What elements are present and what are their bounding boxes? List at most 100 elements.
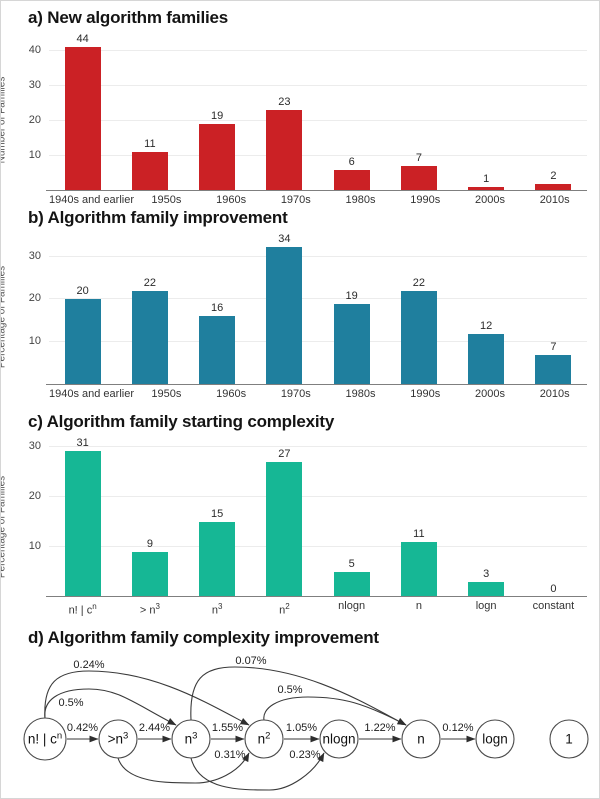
x-category-label: 1970s	[280, 194, 311, 206]
bar-value-label: 22	[143, 277, 156, 289]
x-category-label: 1950s	[151, 388, 182, 400]
y-tick-label: 20	[28, 114, 41, 126]
bar-slot: 16	[184, 233, 251, 385]
bar-value-label: 0	[550, 583, 557, 595]
edge-factorial-to-n2	[44, 670, 250, 726]
bar	[400, 291, 437, 385]
edge-label-gt-n3-to-n3: 2.44%	[139, 722, 170, 734]
panel-b-title: b) Algorithm family improvement	[28, 208, 288, 227]
edge-factorial-to-n3	[44, 688, 177, 726]
bar	[468, 187, 505, 191]
y-tick-label: 30	[28, 250, 41, 262]
bar-value-label: 1	[483, 173, 490, 185]
bar	[333, 170, 370, 191]
panel-c: c) Algorithm family starting complexity …	[1, 405, 599, 621]
x-category-label: 1940s and earlier	[49, 388, 135, 400]
edge-label-n2-to-n: 0.5%	[277, 684, 302, 696]
x-category-label: 1940s and earlier	[49, 194, 135, 206]
gridline	[49, 155, 587, 156]
y-axis-label: Percentage of Families	[0, 476, 8, 579]
gridline	[49, 85, 587, 86]
bar-slot: 11	[385, 437, 452, 597]
bar-slot: 31	[49, 437, 116, 597]
x-category-label: > n3	[139, 602, 160, 617]
bar	[266, 247, 303, 385]
bar-slot: 19	[318, 233, 385, 385]
edge-n3-to-nlogn	[190, 752, 325, 791]
bar	[333, 572, 370, 597]
bar-slot: 6	[318, 33, 385, 191]
x-category-label: 2000s	[474, 388, 505, 400]
bar-slot: 15	[184, 437, 251, 597]
node-label-nlogn: nlogn	[322, 732, 355, 747]
x-category-label: logn	[475, 600, 497, 612]
x-axis-line	[46, 384, 587, 385]
x-category-label: 2010s	[539, 194, 570, 206]
gridline	[49, 446, 587, 447]
node-n	[401, 719, 441, 759]
bar	[64, 451, 101, 597]
x-category-label: n! | cn	[68, 602, 97, 617]
bar	[131, 152, 168, 191]
node-label-n2: n2	[258, 731, 271, 747]
x-category-label: 2010s	[539, 388, 570, 400]
panel-c-title: c) Algorithm family starting complexity	[28, 412, 335, 431]
bar	[64, 47, 101, 191]
bar	[199, 124, 236, 191]
edge-label-factorial-to-n2: 0.24%	[73, 659, 104, 671]
node-n2	[244, 719, 284, 759]
x-category-label: n3	[211, 602, 223, 617]
bar-value-label: 27	[278, 448, 291, 460]
x-axis-line	[46, 596, 587, 597]
y-tick-label: 10	[28, 335, 41, 347]
bar	[468, 334, 505, 385]
bar-slot: 19	[184, 33, 251, 191]
x-category-label: 1980s	[345, 388, 376, 400]
panel-c-chart: Percentage of Families 10 20 30 31 9 15 27 5 11 3 0…	[1, 437, 587, 618]
bar-value-label: 34	[278, 233, 291, 245]
edge-label-n-to-logn: 0.12%	[442, 722, 473, 734]
gridline	[49, 50, 587, 51]
node-nlogn	[319, 719, 359, 759]
edge-label-n3-to-n: 0.07%	[235, 655, 266, 667]
edge-n3-to-n	[190, 666, 407, 726]
bars-row: 31 9 15 27 5 11 3 0	[49, 437, 587, 597]
y-axis-label: Percentage of Families	[0, 265, 8, 369]
bar-slot: 23	[251, 33, 318, 191]
bar-value-label: 5	[348, 558, 355, 570]
bar-value-label: 11	[413, 528, 425, 540]
x-category-label: 1980s	[345, 194, 376, 206]
bar	[400, 166, 437, 191]
y-axis-label: Number of Families	[0, 76, 8, 164]
bar-value-label: 16	[211, 302, 224, 314]
plot-area: 10 20 30 31 9 15 27 5 11 3 0	[29, 437, 587, 597]
bar	[64, 299, 101, 385]
x-category-label: 1960s	[216, 388, 247, 400]
bar-slot: 9	[116, 437, 183, 597]
bar-value-label: 31	[76, 437, 89, 449]
bar-slot: 0	[520, 437, 587, 597]
bar-value-label: 20	[76, 285, 89, 297]
bar-slot: 34	[251, 233, 318, 385]
edge-label-gt-n3-to-n2: 0.31%	[214, 749, 245, 761]
x-category-label: n	[415, 600, 422, 612]
bar-value-label: 19	[345, 290, 358, 302]
x-category-label: 1970s	[280, 388, 311, 400]
bar	[400, 542, 437, 597]
bar	[266, 110, 303, 191]
node-n3	[171, 719, 211, 759]
node-label-one: 1	[565, 732, 573, 747]
bar	[199, 316, 236, 385]
gridline	[49, 120, 587, 121]
bar-slot: 1	[453, 33, 520, 191]
gridline	[49, 298, 587, 299]
bar-value-label: 6	[348, 156, 355, 168]
x-category-label: nlogn	[338, 600, 366, 612]
bar-value-label: 7	[550, 341, 557, 353]
edge-label-n3-to-n2: 1.55%	[212, 722, 243, 734]
x-category-label: 1990s	[410, 388, 441, 400]
node-gt-n3	[98, 719, 138, 759]
bar	[131, 552, 168, 597]
complexity-transition-diagram: 0.42% 2.44% 1.55% 1.05% 1.22% 0.12% 0.5% 0.24% 0…	[23, 655, 589, 791]
